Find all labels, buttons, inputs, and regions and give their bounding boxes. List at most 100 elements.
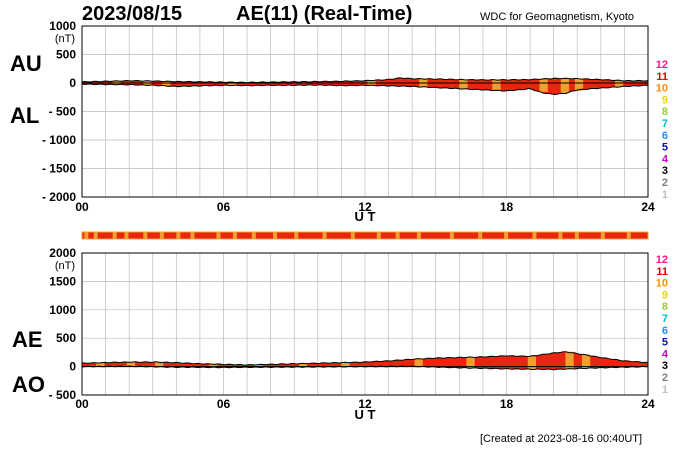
strip-band <box>395 232 400 239</box>
legend-station-count: 9 <box>662 94 668 106</box>
lower-series-line <box>81 83 649 96</box>
strip-band <box>626 232 631 239</box>
legend-station-count: 7 <box>662 313 668 325</box>
legend-station-count: 9 <box>662 289 668 301</box>
x-tick-label: 24 <box>641 397 655 411</box>
created-timestamp: [Created at 2023-08-16 00:40UT] <box>480 433 643 445</box>
y-tick-label: - 1500 <box>42 162 76 176</box>
strip-band <box>600 232 605 239</box>
station-coverage-strip <box>81 231 649 240</box>
y-tick-label: 0 <box>69 76 76 90</box>
legend-station-count: 11 <box>656 266 668 278</box>
x-tick-label: 06 <box>217 397 231 411</box>
strip-band <box>190 232 195 239</box>
data-area-band <box>209 363 218 368</box>
data-area-band <box>492 79 501 91</box>
x-tick-label: 06 <box>217 200 231 214</box>
plot-frame <box>81 252 649 396</box>
x-tick-label: 12 <box>358 200 372 214</box>
strip-band <box>176 232 181 239</box>
data-area-band <box>466 357 475 368</box>
y-tick-label: 2000 <box>49 246 76 260</box>
legend-station-count: 10 <box>656 83 668 95</box>
legend-station-count: 6 <box>662 325 668 337</box>
legend-station-count: 5 <box>662 142 668 154</box>
y-tick-label: 1000 <box>49 19 76 33</box>
strip-band <box>84 232 89 239</box>
ao-label: AO <box>12 372 45 397</box>
x-tick-label: 00 <box>75 200 89 214</box>
x-tick-label: 12 <box>358 397 372 411</box>
legend-station-count: 4 <box>662 348 669 360</box>
strip-band <box>124 232 129 239</box>
x-tick-label: 18 <box>500 200 514 214</box>
strip-band <box>232 232 237 239</box>
x-axis-label: U T <box>355 407 376 422</box>
strip-band <box>322 232 327 239</box>
legend-station-count: 2 <box>662 177 668 189</box>
strip-band <box>532 232 537 239</box>
data-area-band <box>298 363 308 367</box>
x-axis-label: U T <box>355 209 376 224</box>
y-tick-label: 500 <box>56 331 76 345</box>
strip-band <box>478 232 483 239</box>
legend-station-count: 11 <box>656 71 668 83</box>
data-area-band <box>574 78 584 91</box>
data-area-band <box>527 356 536 369</box>
data-area-band <box>560 78 569 94</box>
legend-station-count: 1 <box>662 384 668 396</box>
data-area-band <box>614 80 624 87</box>
legend-station-count: 2 <box>662 372 668 384</box>
strip-band <box>143 232 148 239</box>
strip-band <box>273 232 278 239</box>
x-tick-label: 00 <box>75 397 89 411</box>
strip-frame <box>81 231 649 240</box>
legend-station-count: 12 <box>656 59 668 71</box>
y-tick-label: - 2000 <box>42 190 76 204</box>
legend-station-count: 8 <box>662 301 668 313</box>
x-tick-label: 18 <box>500 397 514 411</box>
au-al-panel: 1000 500 0 - 500 - 1000 - 1500 - 2000 (nT) 00 06 1… <box>42 19 655 224</box>
y-tick-label: - 500 <box>49 388 77 402</box>
legend-station-count: 12 <box>656 254 668 266</box>
data-area-band <box>228 82 237 86</box>
legend-station-count: 3 <box>662 165 668 177</box>
legend-station-count: 8 <box>662 106 668 118</box>
data-area-band <box>459 79 468 89</box>
strip-band <box>350 232 355 239</box>
data-area-band <box>565 351 574 370</box>
y-tick-label: 1000 <box>49 303 76 317</box>
strip-band <box>558 232 563 239</box>
au-label: AU <box>10 51 42 76</box>
y-tick-label: - 1000 <box>42 133 76 147</box>
strip-band <box>159 232 164 239</box>
ae-label: AE <box>12 327 43 352</box>
legend-station-count: 1 <box>662 189 668 201</box>
data-area-band <box>254 365 263 367</box>
data-area-band <box>126 362 136 367</box>
data-area-band <box>539 79 548 92</box>
legend-station-count: 6 <box>662 130 668 142</box>
plot-frame <box>81 25 649 198</box>
ae-ao-panel: 2000 1500 1000 500 0 - 500 (nT) 00 06 12 18 24 U T <box>49 246 655 422</box>
strip-band <box>504 232 509 239</box>
strip-band <box>416 232 421 239</box>
strip-band <box>294 232 299 239</box>
strip-band <box>574 232 579 239</box>
data-area-band <box>581 354 591 369</box>
y-unit-label: (nT) <box>55 260 75 272</box>
upper-series-line <box>81 77 649 84</box>
y-tick-label: 0 <box>69 360 76 374</box>
date-label: 2023/08/15 <box>82 3 183 25</box>
strip-band <box>251 232 256 239</box>
data-area-band <box>155 361 164 368</box>
strip-band <box>216 232 221 239</box>
legend-station-count: 10 <box>656 278 668 290</box>
strip-band <box>376 232 381 239</box>
legend-station-count: 7 <box>662 118 668 130</box>
legend-station-count: 5 <box>662 337 668 349</box>
data-area-band <box>96 362 105 367</box>
